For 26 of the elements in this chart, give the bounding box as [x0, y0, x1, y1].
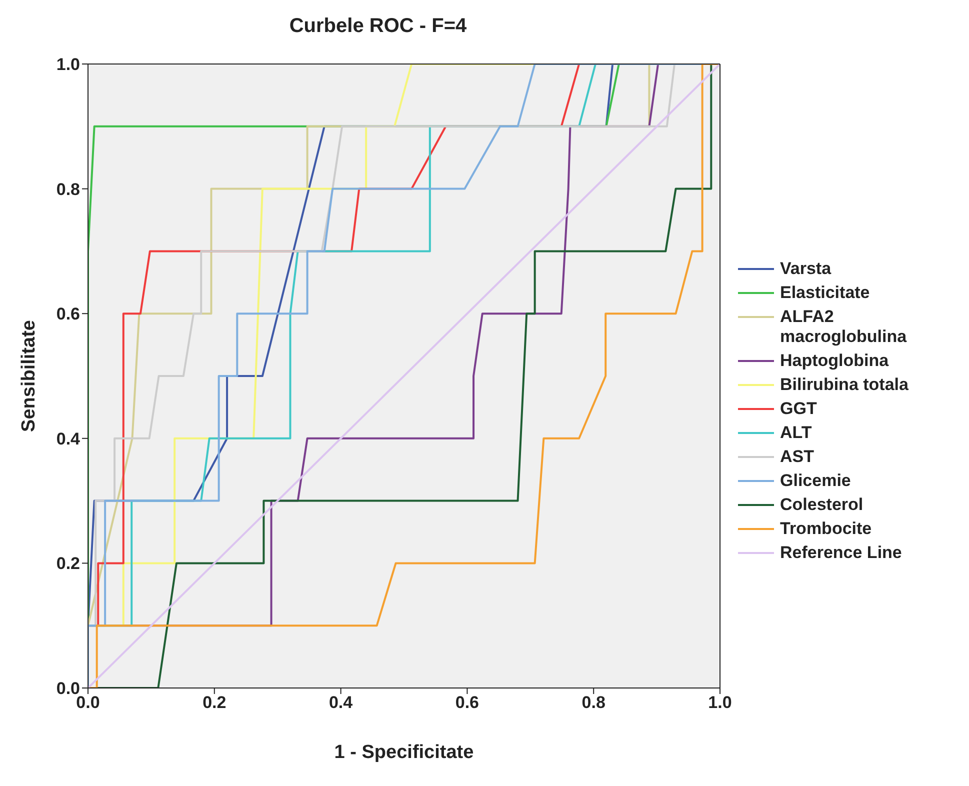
y-tick-label: 0.8 — [56, 180, 80, 199]
legend-label: ALFA2 macroglobulina — [780, 307, 908, 347]
legend-label: Trombocite — [780, 519, 872, 539]
y-tick-label: 0.4 — [56, 429, 81, 448]
chart-title: Curbele ROC - F=4 — [288, 14, 468, 39]
legend-label: GGT — [780, 399, 817, 419]
legend-label: Elasticitate — [780, 283, 870, 303]
legend-label: Bilirubina totala — [780, 375, 908, 395]
legend-label: Haptoglobina — [780, 351, 889, 371]
y-tick-label: 0.6 — [56, 304, 80, 324]
legend-label: Varsta — [780, 259, 832, 279]
legend-label: Colesterol — [780, 495, 864, 515]
x-tick-label: 0.4 — [328, 693, 354, 712]
x-axis-title: 1 - Specificitate — [334, 742, 474, 763]
x-tick-label: 0.0 — [76, 693, 100, 712]
y-tick-label: 1.0 — [56, 55, 80, 74]
x-tick-label: 1.0 — [708, 693, 732, 712]
x-tick-label: 0.8 — [582, 693, 606, 712]
x-tick-label: 0.6 — [455, 693, 480, 712]
legend-label: AST — [780, 447, 814, 467]
y-tick-label: 0.2 — [56, 554, 80, 574]
x-tick-label: 0.2 — [202, 693, 226, 712]
legend-label: Glicemie — [780, 471, 851, 491]
legend-label: ALT — [780, 423, 812, 443]
legend-label: Reference Line — [780, 543, 902, 563]
y-axis-title: Sensibilitate — [18, 320, 40, 432]
